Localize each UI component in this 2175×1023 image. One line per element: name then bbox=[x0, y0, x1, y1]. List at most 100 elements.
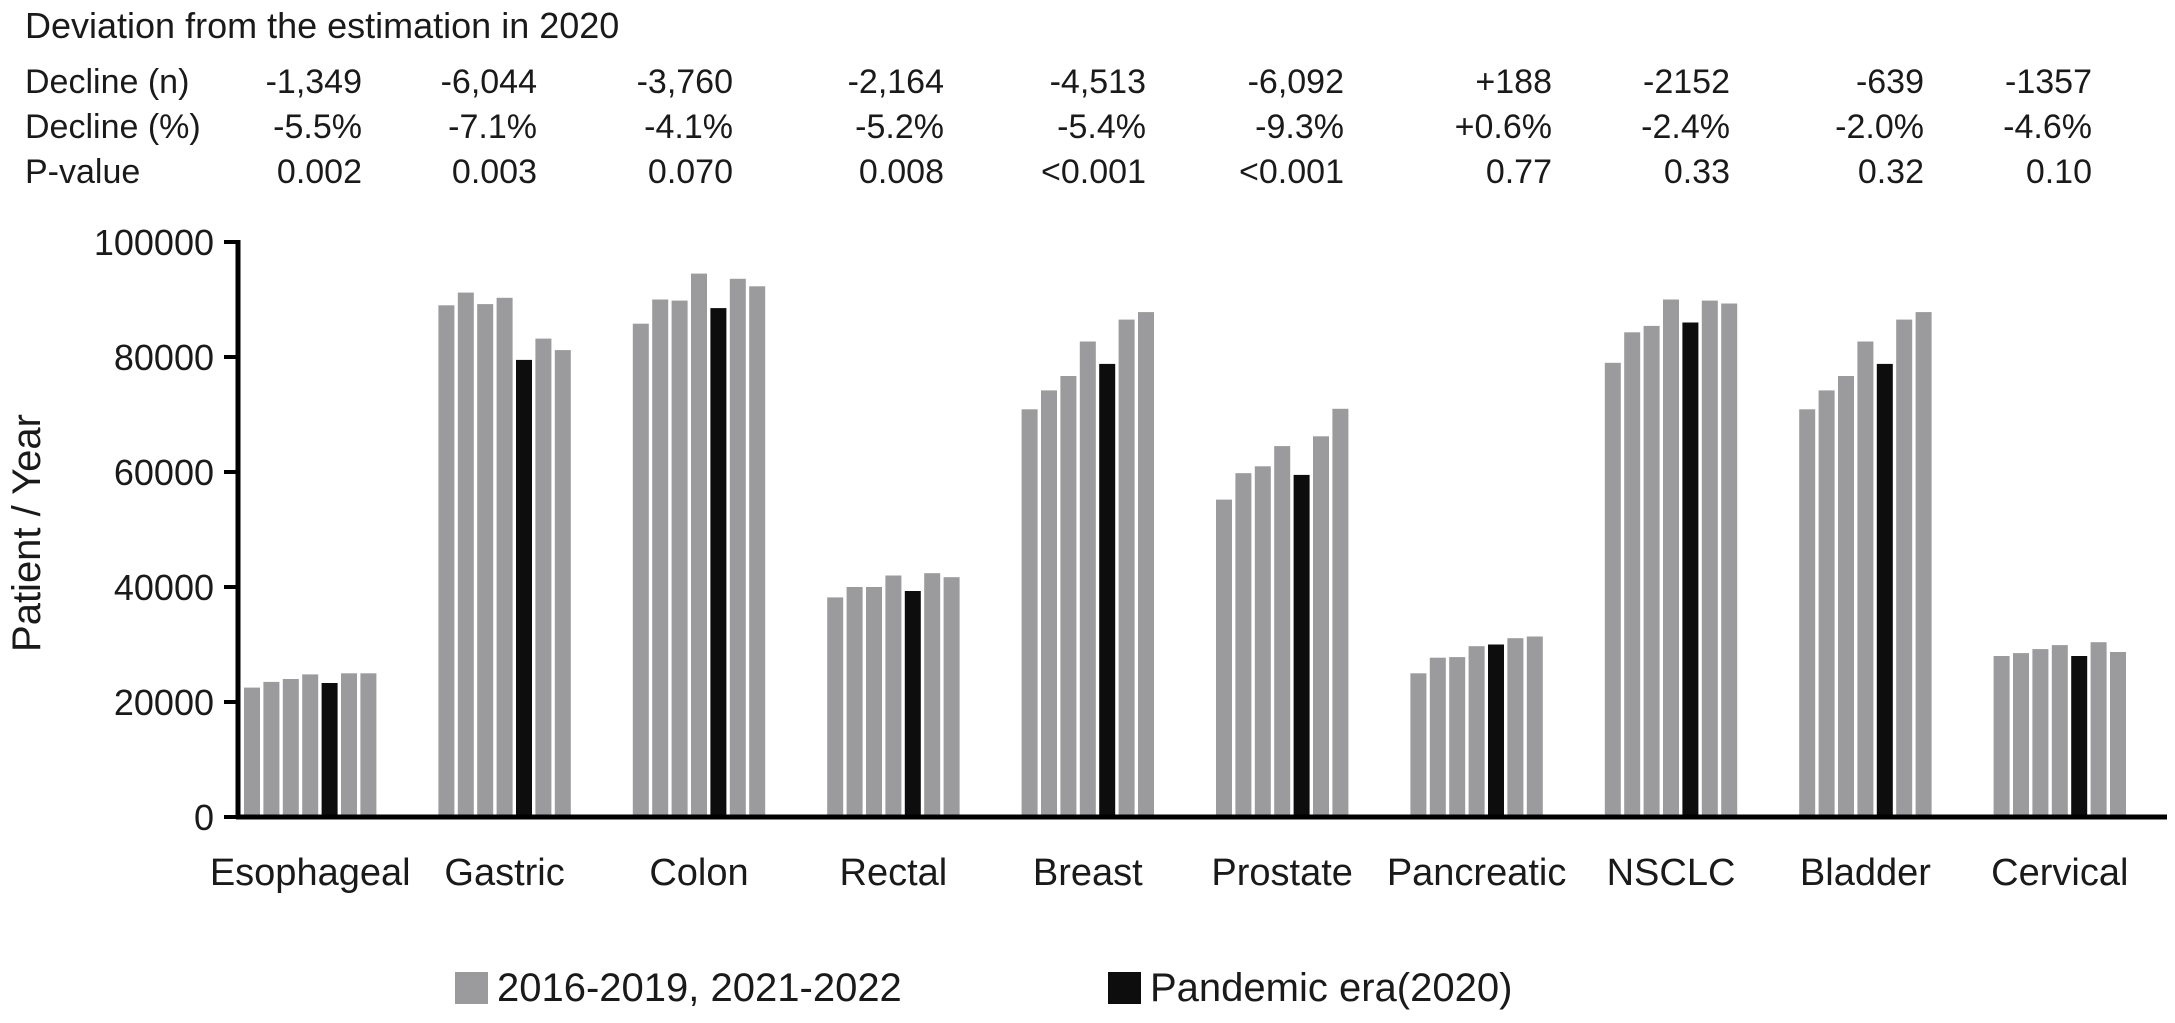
bar-rectal-2022 bbox=[943, 577, 960, 817]
stats-cell: -4,513 bbox=[1050, 63, 1146, 101]
y-axis-label: Patient / Year bbox=[5, 414, 49, 652]
bar-colon-2019 bbox=[691, 273, 707, 818]
bar-colon-2022 bbox=[749, 286, 766, 817]
bar-pancreatic-2019 bbox=[1468, 646, 1485, 817]
stats-cell: -639 bbox=[1856, 63, 1924, 101]
bar-breast-2018 bbox=[1060, 376, 1077, 817]
x-tick-label: Colon bbox=[649, 852, 748, 894]
bar-bladder-2017 bbox=[1818, 390, 1835, 817]
stats-cell: -4.1% bbox=[644, 108, 733, 146]
bar-rectal-2021 bbox=[924, 573, 941, 817]
bar-bladder-2022 bbox=[1915, 312, 1932, 817]
bar-prostate-2021 bbox=[1313, 436, 1329, 817]
x-tick-label: Breast bbox=[1033, 852, 1143, 894]
stats-cell: 0.070 bbox=[648, 153, 733, 191]
y-tick-label: 0 bbox=[194, 797, 214, 838]
stats-cell: 0.32 bbox=[1858, 153, 1924, 191]
stats-cell: -7.1% bbox=[448, 108, 537, 146]
stats-cell: -6,092 bbox=[1248, 63, 1344, 101]
stats-cell: 0.002 bbox=[277, 153, 362, 191]
bar-esophageal-2021 bbox=[341, 673, 357, 818]
stats-cell: -5.4% bbox=[1057, 108, 1146, 146]
bar-prostate-2017 bbox=[1235, 473, 1252, 817]
legend-label-pandemic: Pandemic era(2020) bbox=[1150, 966, 1512, 1010]
bars-group bbox=[244, 273, 2126, 818]
y-tick-label: 100000 bbox=[94, 222, 214, 263]
bar-gastric-2016 bbox=[438, 305, 455, 818]
bar-esophageal-2018 bbox=[282, 679, 299, 817]
stats-cell: +0.6% bbox=[1455, 108, 1552, 146]
x-tick-label: Pancreatic bbox=[1387, 852, 1567, 894]
bar-breast-2021 bbox=[1118, 319, 1135, 817]
stats-cell: -2,164 bbox=[848, 63, 944, 101]
bar-nsclc-2016 bbox=[1604, 362, 1621, 818]
stats-row-label: Decline (%) bbox=[25, 108, 201, 146]
bar-nsclc-2018 bbox=[1643, 325, 1660, 817]
y-tick-label: 60000 bbox=[114, 452, 214, 493]
stats-row-label: P-value bbox=[25, 153, 140, 191]
stats-cell: 0.33 bbox=[1664, 153, 1730, 191]
bar-rectal-2020 bbox=[904, 591, 921, 817]
bar-prostate-2019 bbox=[1274, 446, 1291, 817]
bar-pancreatic-2017 bbox=[1429, 657, 1446, 817]
bar-esophageal-2016 bbox=[244, 687, 260, 817]
y-axis-ticks: 0 20000 40000 60000 80000 100000 bbox=[94, 222, 238, 838]
stats-cell: 0.10 bbox=[2026, 153, 2092, 191]
legend: 2016-2019, 2021-2022 Pandemic era(2020) bbox=[455, 966, 1512, 1010]
bar-rectal-2016 bbox=[827, 597, 844, 817]
x-tick-label: Cervical bbox=[1991, 852, 2128, 894]
bar-bladder-2021 bbox=[1896, 319, 1913, 817]
stats-row-label: Decline (n) bbox=[25, 63, 189, 101]
bar-rectal-2018 bbox=[866, 587, 882, 817]
stats-cell: <0.001 bbox=[1239, 153, 1344, 191]
stats-cell: -2.4% bbox=[1641, 108, 1730, 146]
bar-gastric-2020 bbox=[516, 359, 532, 817]
bar-esophageal-2019 bbox=[302, 674, 319, 817]
bar-colon-2020 bbox=[710, 308, 727, 817]
stats-cell: -1,349 bbox=[266, 63, 362, 101]
x-tick-label: NSCLC bbox=[1607, 852, 1736, 894]
bar-bladder-2018 bbox=[1838, 376, 1854, 817]
bar-rectal-2019 bbox=[885, 575, 902, 817]
bar-esophageal-2020 bbox=[321, 683, 338, 817]
bar-pancreatic-2022 bbox=[1526, 636, 1543, 817]
bar-bladder-2019 bbox=[1857, 341, 1874, 817]
bar-gastric-2019 bbox=[496, 297, 513, 817]
bar-colon-2017 bbox=[652, 299, 669, 817]
bar-esophageal-2022 bbox=[360, 673, 377, 818]
stats-cell: -6,044 bbox=[441, 63, 537, 101]
stats-cell: -5.5% bbox=[273, 108, 362, 146]
bar-breast-2019 bbox=[1079, 341, 1096, 817]
x-tick-label: Rectal bbox=[840, 852, 948, 894]
legend-swatch-pandemic bbox=[1108, 972, 1141, 1004]
bar-colon-2016 bbox=[632, 323, 649, 817]
chart-title: Deviation from the estimation in 2020 bbox=[25, 5, 619, 46]
bar-pancreatic-2021 bbox=[1507, 638, 1524, 817]
x-tick-label: Gastric bbox=[444, 852, 564, 894]
legend-swatch-normal bbox=[455, 972, 488, 1004]
stats-cell: +188 bbox=[1475, 63, 1552, 101]
bar-cervical-2019 bbox=[2051, 645, 2068, 817]
bar-colon-2021 bbox=[729, 278, 746, 817]
bar-nsclc-2017 bbox=[1624, 332, 1641, 817]
bar-breast-2020 bbox=[1099, 363, 1116, 817]
stats-cell: -5.2% bbox=[855, 108, 944, 146]
bar-cervical-2021 bbox=[2090, 642, 2107, 817]
bar-gastric-2017 bbox=[457, 292, 474, 818]
bar-rectal-2017 bbox=[846, 587, 863, 817]
x-tick-label: Prostate bbox=[1211, 852, 1353, 894]
stats-cell: -2.0% bbox=[1835, 108, 1924, 146]
bar-prostate-2016 bbox=[1216, 499, 1232, 817]
bar-pancreatic-2020 bbox=[1488, 644, 1504, 817]
bar-pancreatic-2016 bbox=[1410, 673, 1427, 818]
bar-bladder-2020 bbox=[1876, 363, 1893, 817]
y-tick-label: 80000 bbox=[114, 337, 214, 378]
bar-colon-2018 bbox=[671, 300, 688, 818]
bar-breast-2022 bbox=[1138, 312, 1154, 817]
bar-cervical-2022 bbox=[2110, 652, 2126, 817]
stats-cell: <0.001 bbox=[1041, 153, 1146, 191]
bar-gastric-2018 bbox=[477, 304, 494, 818]
x-tick-label: Bladder bbox=[1800, 852, 1931, 894]
bar-cervical-2016 bbox=[1993, 656, 2010, 817]
